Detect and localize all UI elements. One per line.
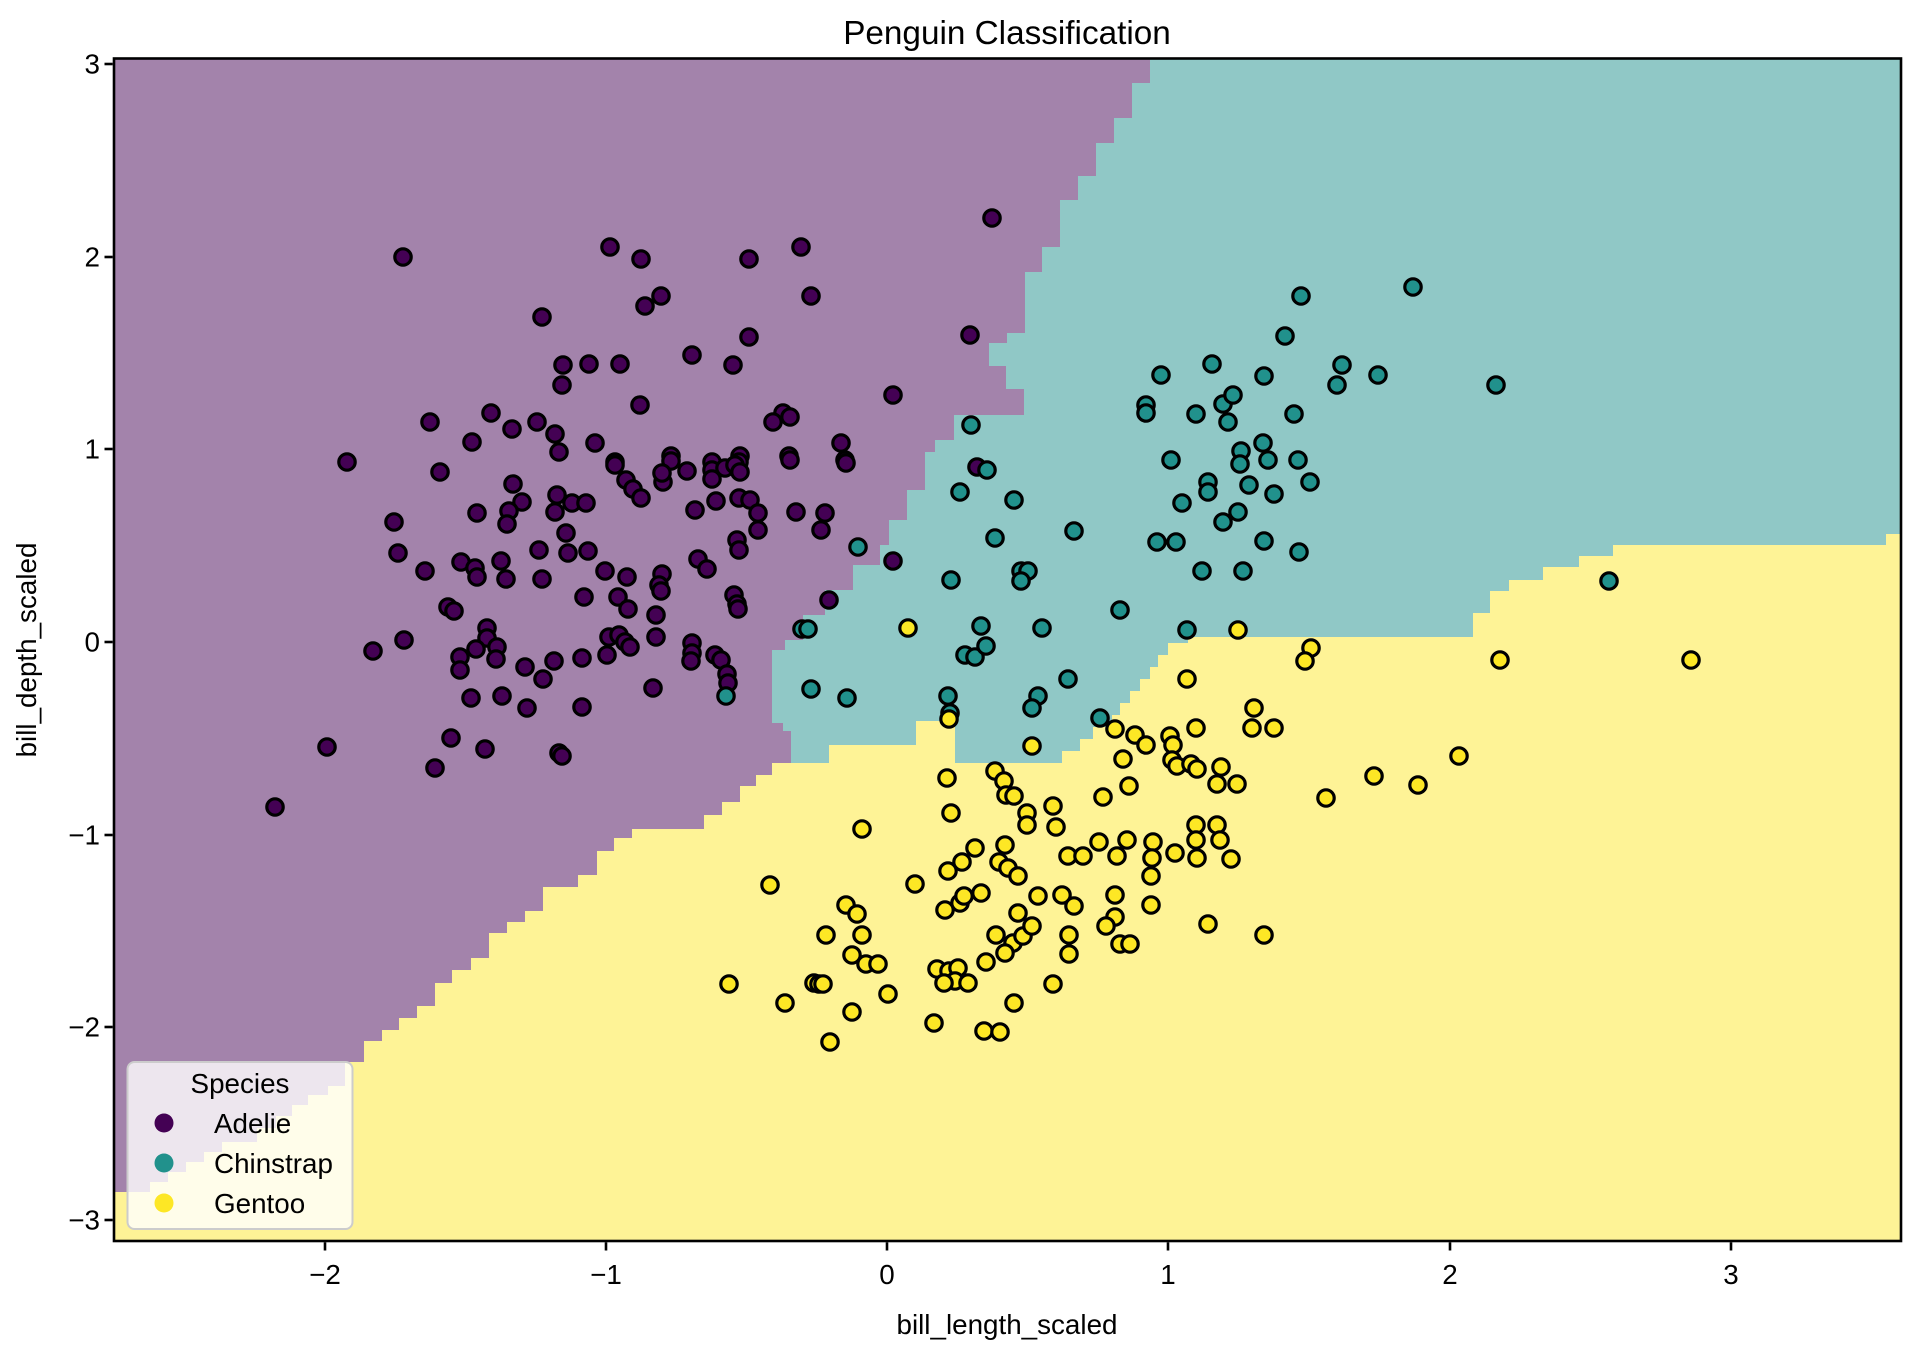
svg-text:bill_length_scaled: bill_length_scaled: [897, 1309, 1118, 1340]
svg-text:−2: −2: [309, 1259, 341, 1290]
svg-text:−3: −3: [68, 1205, 100, 1236]
svg-text:1: 1: [85, 434, 100, 465]
svg-text:Adelie: Adelie: [214, 1108, 291, 1139]
svg-text:0: 0: [85, 627, 100, 658]
svg-text:3: 3: [1723, 1259, 1738, 1290]
svg-text:Gentoo: Gentoo: [214, 1188, 305, 1219]
svg-text:Chinstrap: Chinstrap: [214, 1148, 333, 1179]
svg-text:Penguin Classification: Penguin Classification: [843, 15, 1171, 52]
svg-text:2: 2: [85, 242, 100, 273]
svg-text:3: 3: [85, 49, 100, 80]
svg-text:Species: Species: [191, 1068, 290, 1099]
svg-text:−1: −1: [68, 820, 100, 851]
svg-text:−2: −2: [68, 1012, 100, 1043]
svg-text:1: 1: [1160, 1259, 1175, 1290]
svg-text:bill_depth_scaled: bill_depth_scaled: [11, 543, 42, 758]
svg-text:−1: −1: [590, 1259, 622, 1290]
svg-text:2: 2: [1442, 1259, 1457, 1290]
svg-text:0: 0: [879, 1259, 894, 1290]
